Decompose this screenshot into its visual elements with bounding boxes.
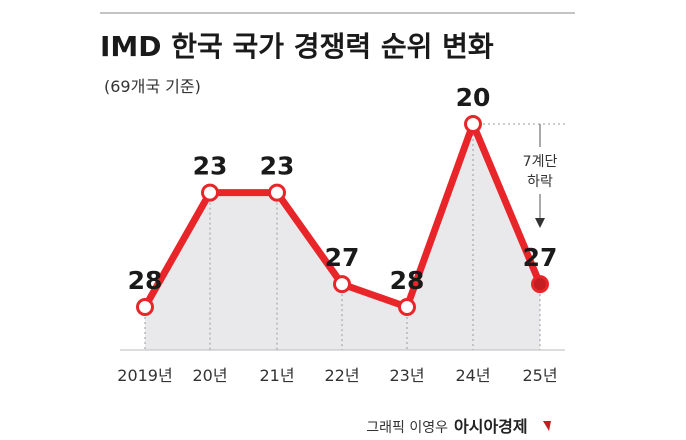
data-value-label: 23 xyxy=(260,152,295,181)
data-point-marker xyxy=(531,275,549,294)
data-value-label: 28 xyxy=(390,266,425,295)
data-point-marker xyxy=(268,183,286,202)
data-point-marker xyxy=(398,298,416,316)
data-point-marker xyxy=(464,115,482,133)
credit-text: 그래픽 이영우 xyxy=(366,420,448,436)
data-value-label: 27 xyxy=(325,243,360,272)
chart-title: IMD 한국 국가 경쟁력 순위 변화 xyxy=(100,30,494,63)
data-value-label: 27 xyxy=(523,243,558,272)
data-value-label: 23 xyxy=(193,152,228,181)
x-tick-label: 21년 xyxy=(259,366,294,385)
plot-area: 28 2019년 23 20년 23 21년 27 22년 28 23년 20 24년 27 25년 xyxy=(117,83,565,385)
data-value-label: 28 xyxy=(128,266,163,295)
x-tick-label: 22년 xyxy=(324,366,359,385)
x-tick-label: 20년 xyxy=(192,366,227,385)
x-tick-label: 25년 xyxy=(522,366,557,385)
data-point-marker xyxy=(136,298,154,316)
data-point-marker xyxy=(201,183,219,202)
data-value-label: 20 xyxy=(456,83,491,112)
area-fill xyxy=(145,124,540,350)
annotation-line2: 하락 xyxy=(527,174,553,190)
x-tick-label: 2019년 xyxy=(117,366,172,385)
annotation-line1: 7계단 xyxy=(523,154,558,170)
x-tick-label: 23년 xyxy=(389,366,424,385)
x-tick-label: 24년 xyxy=(455,366,490,385)
chart-subtitle: (69개국 기준) xyxy=(104,77,201,96)
brand-logo-text: 아시아경제 xyxy=(454,417,528,436)
brand-mark-icon xyxy=(543,421,551,431)
data-point-marker xyxy=(333,275,351,294)
down-arrow-icon xyxy=(535,218,545,228)
decline-annotation: 7계단 하락 xyxy=(523,154,558,190)
